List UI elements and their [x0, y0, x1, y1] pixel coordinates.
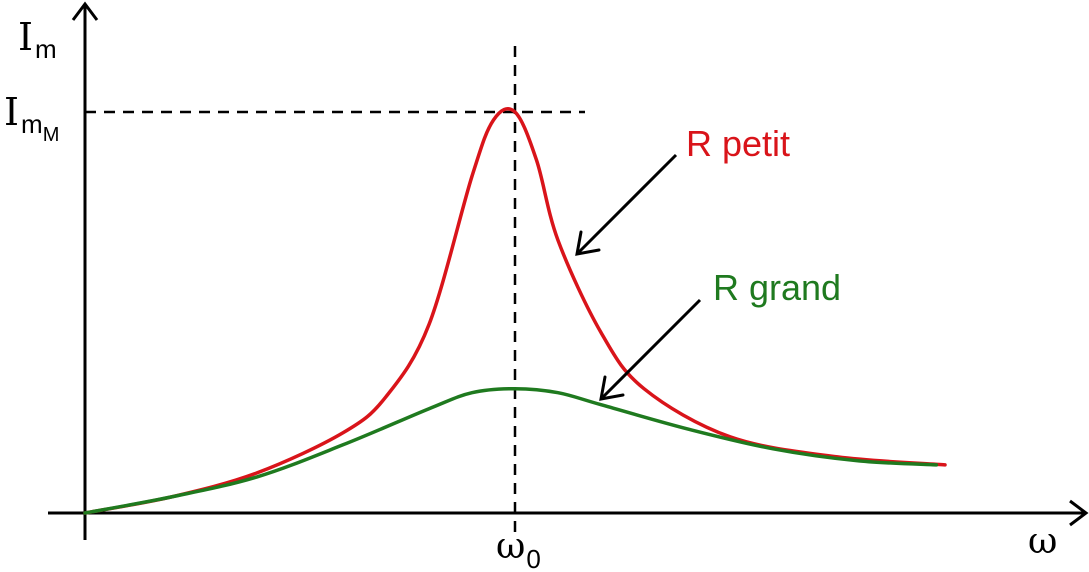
annotation-arrowhead-r-grand [599, 375, 625, 401]
x-axis-label: ω [1028, 521, 1057, 562]
annotation-arrow-r-petit [577, 153, 678, 254]
series-label-r-petit: R petit [686, 123, 790, 164]
series-line-r-grand [83, 386, 939, 515]
annotation-arrow-r-grand [601, 298, 702, 399]
annotation-arrowhead-r-petit [575, 230, 601, 256]
x-tick-label-omega0: ω0 [496, 526, 541, 572]
y-tick-label-max: ImM [4, 90, 59, 146]
series-line-r-petit [83, 107, 947, 515]
series-label-r-grand: R grand [713, 267, 841, 308]
x-axis-arrow [1069, 499, 1089, 527]
y-axis-label: Im [18, 15, 57, 64]
y-axis-arrow [71, 1, 99, 21]
